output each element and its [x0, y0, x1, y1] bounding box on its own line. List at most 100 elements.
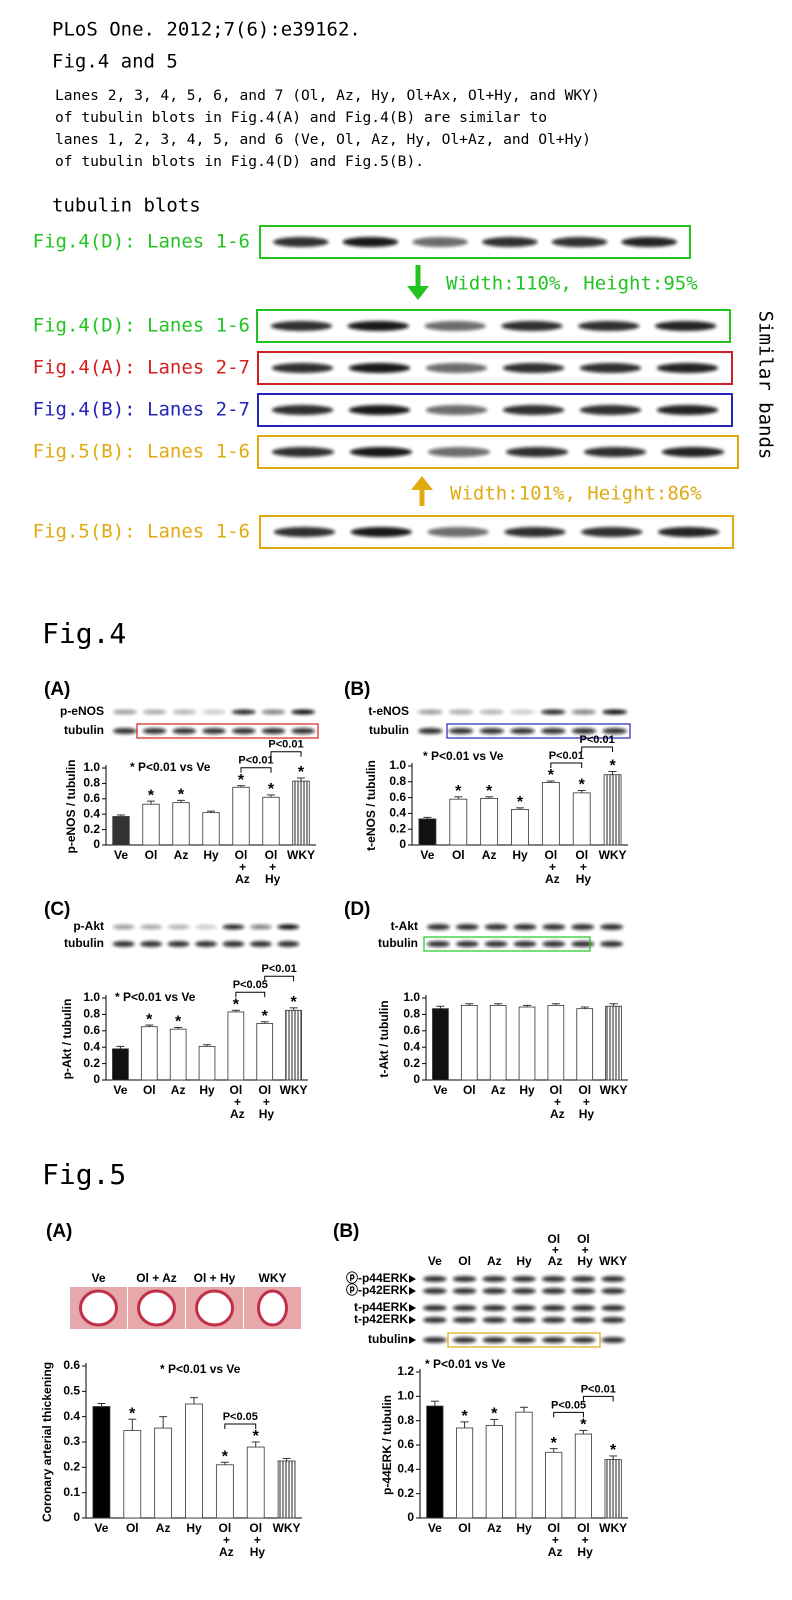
x-tick-label: WKY [280, 1083, 308, 1097]
blot-band [571, 728, 597, 734]
lane-label: Ve [428, 1254, 442, 1268]
blot-band [249, 941, 272, 947]
blot-band [112, 924, 135, 930]
y-tick-label: 1.0 [83, 990, 100, 1004]
image-label: WKY [259, 1271, 287, 1285]
blot-band [426, 924, 450, 930]
x-tick-label: Ol + Az [542, 848, 560, 886]
significance-star: * [233, 997, 240, 1014]
bar [576, 1008, 594, 1081]
significance-star: * [222, 1448, 229, 1465]
y-tick-label: 1.0 [403, 990, 420, 1004]
blot-band [479, 728, 505, 734]
x-tick-label: Ol + Hy [246, 1521, 265, 1559]
x-tick-label: WKY [287, 848, 315, 862]
image-label: Ol + Hy [194, 1271, 236, 1285]
y-tick-label: 0 [399, 837, 406, 851]
blot-box [257, 351, 733, 385]
blot-band [291, 728, 316, 734]
bar [112, 1048, 129, 1081]
blot-label: t-p44ERK [354, 1300, 408, 1314]
blot-band [422, 1288, 447, 1294]
bar [292, 780, 310, 846]
blot-box [257, 393, 733, 427]
blot-band [418, 709, 443, 715]
bar [256, 1023, 274, 1081]
blot-band [195, 941, 217, 947]
panel-label: (B) [344, 679, 370, 700]
blot-band [601, 1276, 626, 1282]
x-tick-label: Hy [199, 1083, 215, 1097]
blot-band [571, 941, 595, 947]
y-tick-label: 0.4 [83, 1039, 100, 1053]
image-label: Ve [91, 1271, 105, 1285]
blot-band [571, 1276, 596, 1282]
significance-star: * [486, 783, 493, 800]
bar [198, 1045, 216, 1081]
y-tick-label: 0.2 [83, 1056, 100, 1070]
significance-bracket [235, 991, 266, 998]
y-tick-label: 0.6 [403, 1023, 420, 1037]
blot-band [656, 363, 719, 373]
bar [92, 1406, 111, 1519]
y-tick-label: 0.6 [83, 1023, 100, 1037]
blot-band [601, 1337, 626, 1343]
blot-band [422, 1337, 447, 1343]
bracket-label: P<0.01 [580, 734, 615, 746]
blot-band [348, 363, 411, 373]
blot-band [270, 321, 333, 331]
bar [485, 1425, 503, 1519]
significance-star: * [551, 1435, 558, 1452]
significance-star: * [253, 1428, 260, 1445]
bar [202, 812, 220, 846]
blot-band [452, 1317, 477, 1323]
y-tick-label: 0.6 [389, 790, 406, 804]
x-tick-label: Ol [458, 1521, 471, 1535]
blot-band [231, 728, 256, 734]
x-tick-label: Ve [94, 1521, 108, 1535]
blot-band [482, 1317, 507, 1323]
blot-band [482, 1305, 507, 1311]
x-tick-label: Ol [452, 848, 465, 862]
x-tick-label: Ol + Az [227, 1083, 245, 1121]
blot-pointer [409, 1275, 416, 1283]
blot-band [222, 941, 245, 947]
significance-star: * [129, 1405, 136, 1422]
arrow-head [411, 476, 433, 490]
bar [227, 1011, 245, 1081]
y-tick-label: 0 [93, 1072, 100, 1086]
blot-band [412, 237, 469, 247]
y-tick-label: 0.2 [389, 821, 406, 835]
blot-pointer [409, 1316, 416, 1324]
section-title: tubulin blots [52, 195, 201, 217]
blot-label: tubulin [64, 723, 104, 737]
blot-band [455, 941, 479, 947]
x-tick-label: Ol + Hy [262, 848, 281, 886]
lane-label: Ol + Az [545, 1232, 563, 1268]
arrow-head [407, 286, 429, 300]
blot-band [452, 1288, 477, 1294]
blot-band [271, 363, 334, 373]
blot-band [657, 527, 720, 537]
y-tick-label: 0.2 [397, 1486, 414, 1500]
x-tick-label: WKY [273, 1521, 301, 1535]
paragraph-line: of tubulin blots in Fig.4(A) and Fig.4(B… [55, 109, 547, 126]
blot-band [249, 924, 272, 930]
bar [480, 797, 499, 846]
blot-band [484, 941, 508, 947]
y-tick-label: 1.0 [397, 1389, 414, 1403]
panel-label: (C) [44, 899, 70, 920]
bar [418, 818, 437, 846]
blot-band [426, 941, 450, 947]
bar [604, 1459, 622, 1519]
y-tick-label: 0.2 [83, 822, 100, 836]
y-tick-label: 0.4 [63, 1409, 80, 1423]
blot-band [541, 1337, 566, 1343]
blot-band [601, 1305, 626, 1311]
blot-band [541, 1305, 566, 1311]
x-tick-label: Hy [203, 848, 219, 862]
blot-label: tubulin [64, 936, 104, 950]
blot-label: t-p42ERK [354, 1312, 408, 1326]
blot-band [510, 728, 535, 734]
bar [277, 1460, 296, 1519]
